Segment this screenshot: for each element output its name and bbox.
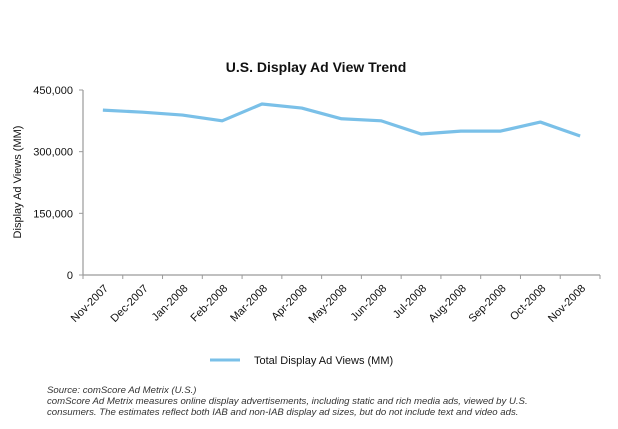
y-tick-label: 300,000: [33, 147, 73, 159]
x-tick-label: Nov-2008: [546, 283, 588, 325]
x-tick-label: Jan-2008: [150, 283, 191, 324]
y-axis-title: Display Ad Views (MM): [12, 126, 24, 239]
x-tick-label: Jul-2008: [391, 283, 429, 321]
legend: Total Display Ad Views (MM): [210, 355, 393, 367]
y-tick-label: 0: [67, 270, 73, 282]
x-tick-label: Apr-2008: [269, 283, 309, 323]
y-tick-label: 150,000: [33, 208, 73, 220]
x-tick-label: Dec-2007: [109, 283, 151, 325]
x-tick-label: May-2008: [307, 283, 350, 326]
footnote: Source: comScore Ad Metrix (U.S.) comSco…: [47, 385, 607, 418]
x-tick-label: Mar-2008: [228, 283, 270, 325]
x-axis: Nov-2007Dec-2007Jan-2008Feb-2008Mar-2008…: [69, 274, 601, 326]
methodology-note-line2: consumers. The estimates reflect both IA…: [47, 407, 519, 418]
line-chart: U.S. Display Ad View Trend Display Ad Vi…: [12, 59, 601, 367]
x-tick-label: Jun-2008: [348, 283, 389, 324]
methodology-note-line1: comScore Ad Metrix measures online displ…: [47, 396, 528, 407]
x-tick-label: Sep-2008: [466, 283, 508, 325]
series-layer: [102, 102, 581, 138]
x-tick-label: Oct-2008: [508, 283, 548, 323]
y-axis: 0 150,000 300,000 450,000: [33, 85, 84, 282]
legend-label: Total Display Ad Views (MM): [254, 355, 393, 367]
source-note: Source: comScore Ad Metrix (U.S.): [47, 385, 197, 396]
x-tick-label: Aug-2008: [427, 283, 469, 325]
series-line: [102, 102, 581, 138]
chart-title: U.S. Display Ad View Trend: [226, 59, 407, 75]
x-tick-label: Feb-2008: [189, 283, 231, 325]
x-tick-label: Nov-2007: [69, 283, 111, 325]
y-tick-label: 450,000: [33, 85, 73, 97]
